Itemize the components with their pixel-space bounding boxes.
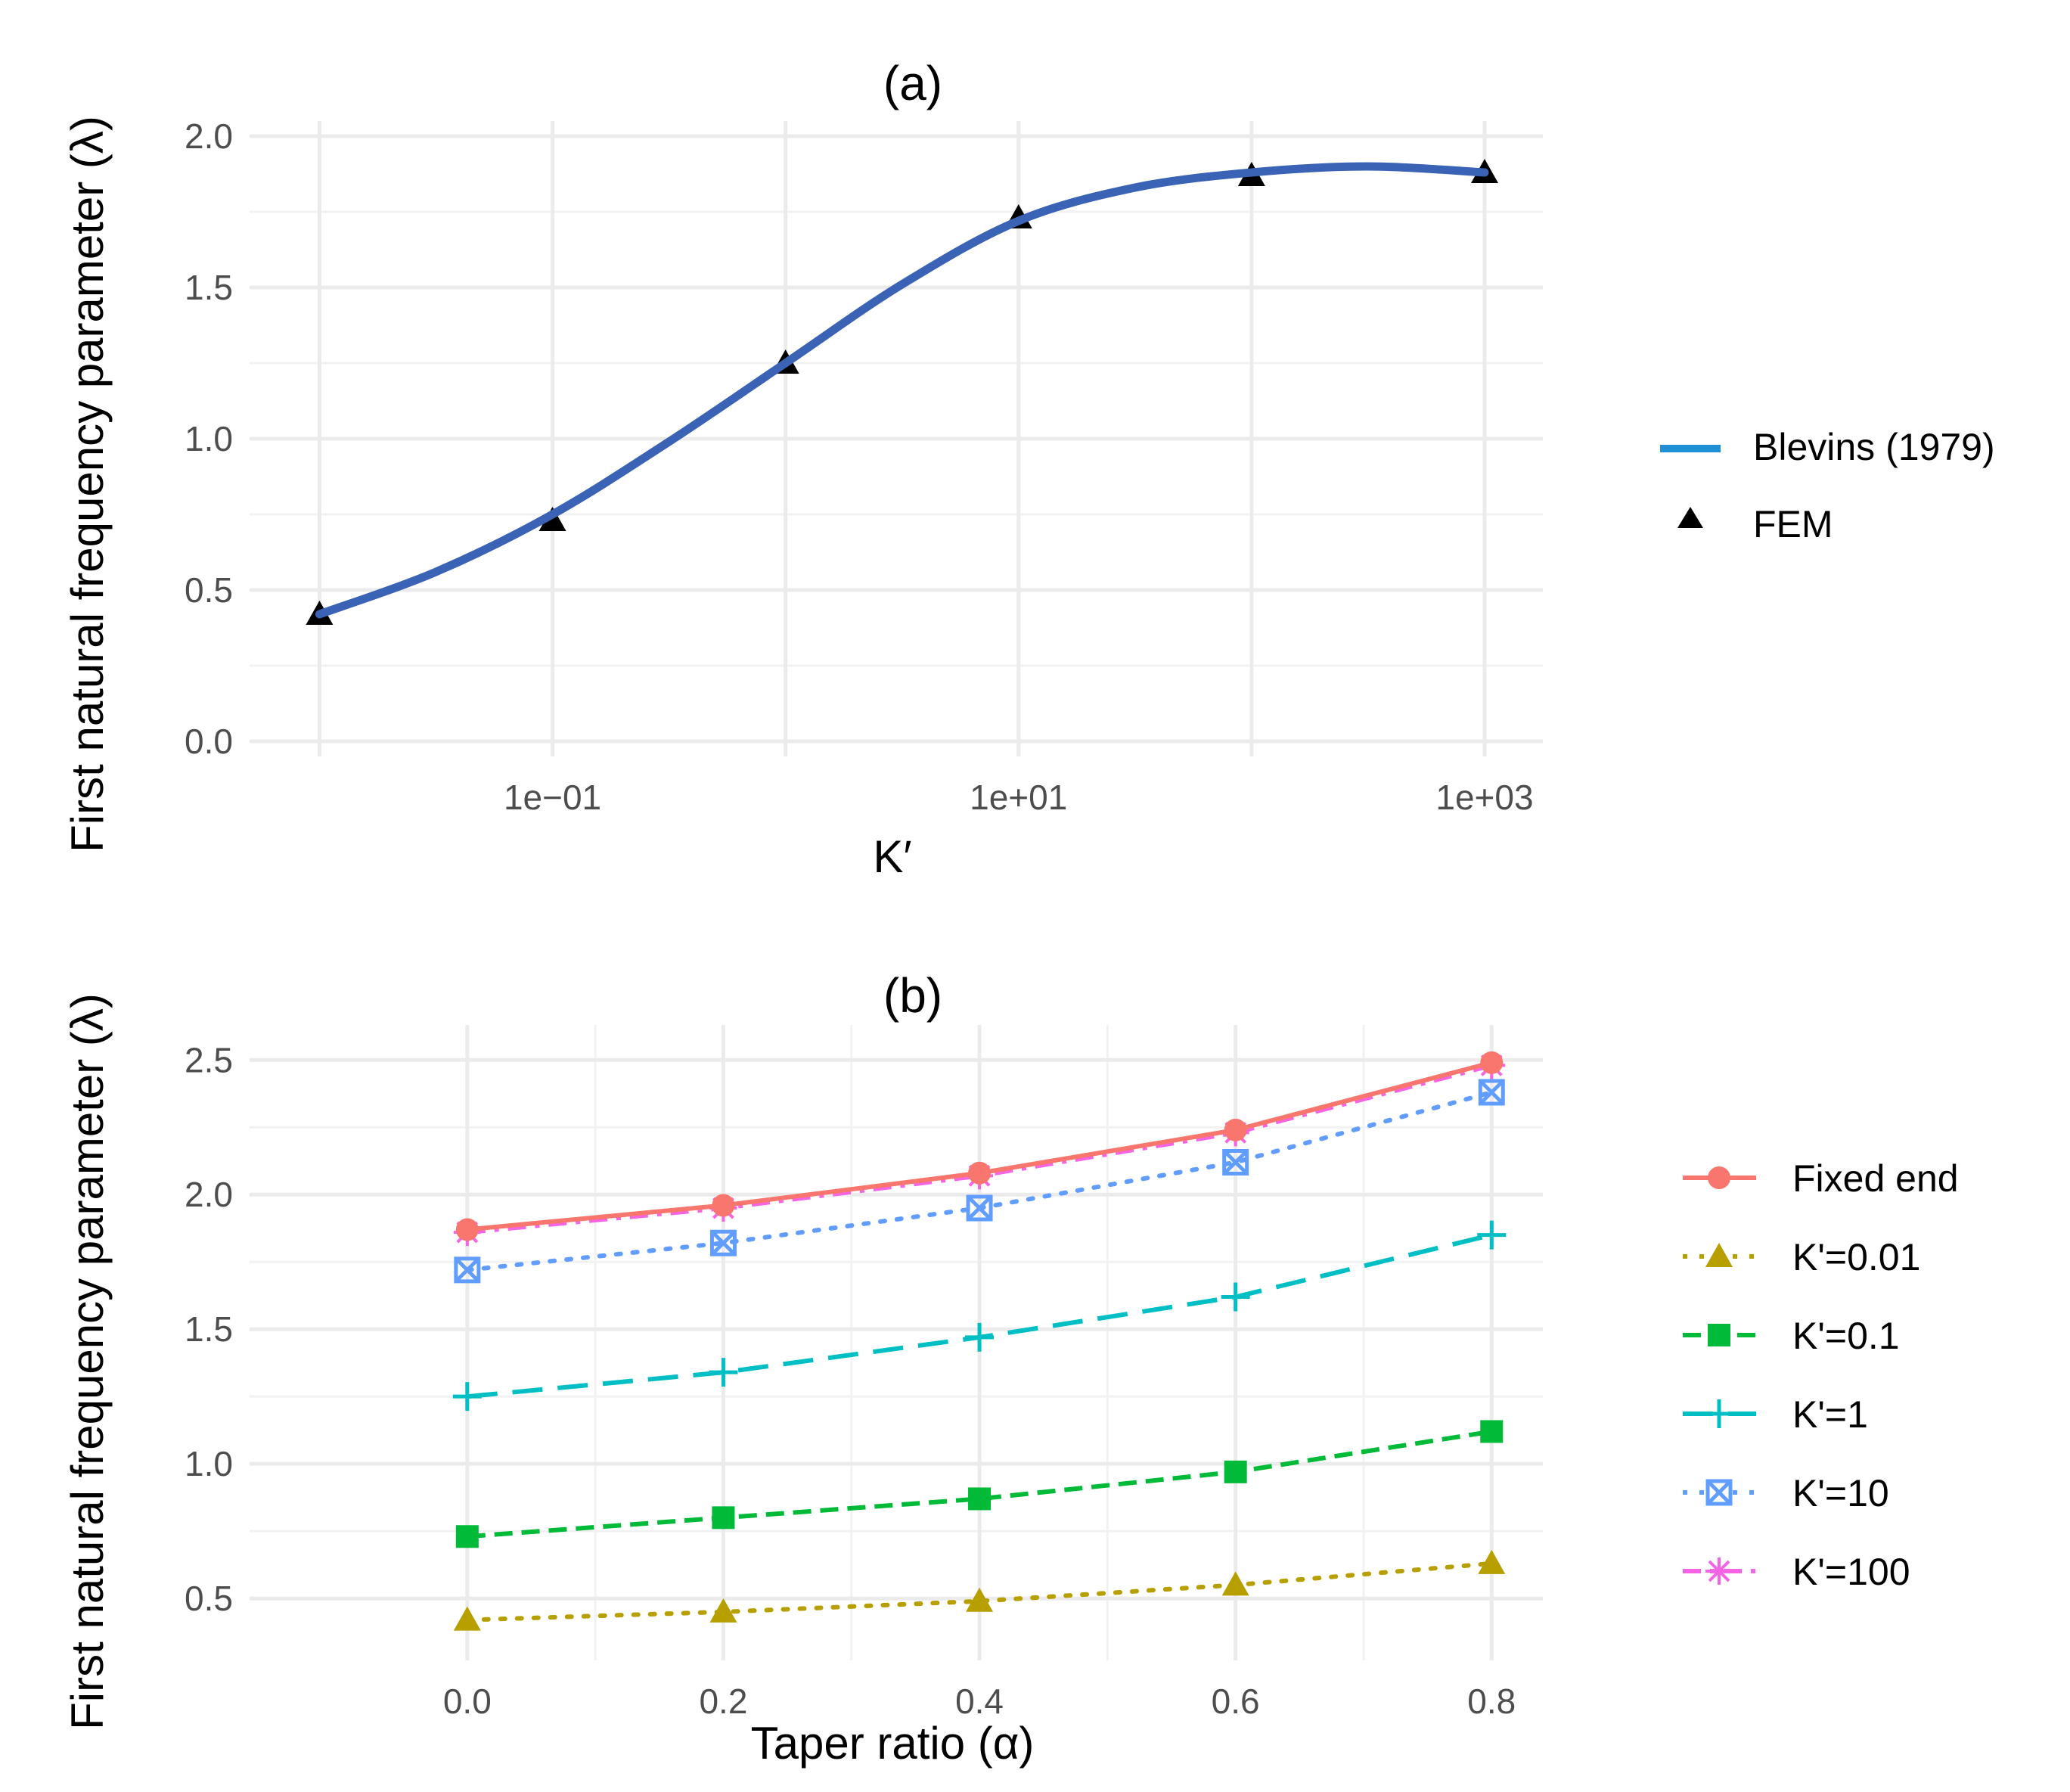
panel-b-x-axis-title: Taper ratio (α) — [751, 1718, 1035, 1769]
series-point-k-0-01 — [1478, 1549, 1506, 1574]
panel-b-x-tick-label: 0.6 — [1212, 1682, 1260, 1721]
series-point-fixed-end — [1224, 1118, 1247, 1141]
legend-label-k-0-01: K'=0.01 — [1792, 1236, 1920, 1278]
panel-b-y-tick-label: 2.0 — [185, 1175, 233, 1214]
panel-a-y-tick-labels: 0.0 0.5 1.0 1.5 2.0 — [185, 116, 233, 761]
panel-a-grid — [250, 121, 1543, 756]
series-point-k-0-1 — [455, 1525, 479, 1548]
panel-a-title: (a) — [883, 56, 942, 110]
panel-a-y-tick-label: 1.5 — [185, 268, 233, 307]
series-point-k-0-1 — [1224, 1460, 1247, 1483]
panel-b-marks — [452, 1051, 1507, 1631]
legend-key-marker-k-100 — [1705, 1558, 1733, 1585]
series-point-k-0-1 — [1480, 1420, 1504, 1443]
series-line-k-0-1 — [467, 1429, 1492, 1539]
series-point-k-1 — [1477, 1220, 1507, 1250]
panel-a-y-tick-label: 1.0 — [185, 419, 233, 458]
panel-a-marks — [306, 159, 1498, 625]
panel-a-x-axis-title: K′ — [873, 831, 911, 882]
panel-b-y-tick-label: 0.5 — [185, 1579, 233, 1618]
series-point-k-10 — [966, 1194, 993, 1222]
series-point-fixed-end — [712, 1194, 735, 1217]
series-point-k-1 — [965, 1322, 995, 1352]
panel-a-legend: Blevins (1979) FEM — [1660, 426, 1995, 545]
panel-b-y-tick-labels: 0.5 1.0 1.5 2.0 2.5 — [185, 1040, 233, 1618]
panel-b-y-tick-label: 1.5 — [185, 1309, 233, 1349]
panel-b-x-tick-label: 0.4 — [955, 1682, 1004, 1721]
panel-b-y-axis-title: First natural frequency parameter (λ) — [62, 993, 113, 1730]
panel-a-y-tick-label: 0.5 — [185, 570, 233, 610]
series-point-fixed-end — [455, 1218, 479, 1241]
panel-b-x-tick-label: 0.8 — [1467, 1682, 1516, 1721]
series-point-k-1 — [709, 1358, 738, 1387]
series-point-k-0-01 — [966, 1587, 994, 1612]
series-point-k-0-1 — [968, 1487, 992, 1511]
series-point-fixed-end — [1480, 1051, 1504, 1074]
panel-a-x-tick-label: 1e+01 — [970, 778, 1067, 817]
panel-a: 0.0 0.5 1.0 1.5 2.0 1e−01 1e+01 1e+03 (a) K′ F… — [62, 56, 1995, 882]
legend-label-k-10: K'=10 — [1792, 1472, 1889, 1514]
series-point-k-10 — [454, 1256, 481, 1284]
legend-label-fixed-end: Fixed end — [1792, 1157, 1959, 1200]
legend-key-marker-k-10 — [1705, 1479, 1733, 1506]
panel-a-x-tick-labels: 1e−01 1e+01 1e+03 — [504, 778, 1534, 817]
legend-label-k-1: K'=1 — [1792, 1393, 1868, 1436]
panel-b-grid — [250, 1025, 1543, 1660]
legend-label-k-0-1: K'=0.1 — [1792, 1315, 1900, 1357]
panel-a-y-tick-label: 0.0 — [185, 722, 233, 761]
legend-key-marker-k-1 — [1705, 1399, 1733, 1428]
legend-label-fem: FEM — [1753, 503, 1833, 545]
legend-label-blevins: Blevins (1979) — [1753, 426, 1995, 468]
series-point-k-0-01 — [453, 1606, 481, 1631]
blevins-curve — [315, 162, 1489, 619]
series-line-k-0-01 — [464, 1561, 1494, 1623]
panel-a-x-tick-label: 1e−01 — [504, 778, 601, 817]
panel-b-legend: Fixed end K'=0.01 K'=0.1 K'=1 K'=10 K'=100 — [1683, 1157, 1959, 1593]
series-point-k-1 — [1221, 1282, 1250, 1312]
panel-b: 0.5 1.0 1.5 2.0 2.5 0.0 0.2 0.4 0.6 0.8 (b) Tape… — [62, 968, 1959, 1769]
panel-b-title: (b) — [883, 968, 942, 1023]
panel-a-x-tick-label: 1e+03 — [1435, 778, 1533, 817]
legend-key-marker-k-0-1 — [1708, 1324, 1730, 1346]
legend-label-k-100: K'=100 — [1792, 1551, 1910, 1593]
series-point-k-0-01 — [709, 1598, 737, 1623]
legend-key-fem-triangle — [1677, 507, 1703, 528]
series-point-k-10 — [1222, 1149, 1249, 1176]
panel-a-y-tick-label: 2.0 — [185, 116, 233, 156]
series-point-k-10 — [709, 1229, 737, 1256]
series-point-fixed-end — [968, 1161, 992, 1185]
series-point-k-0-01 — [1221, 1571, 1249, 1596]
legend-key-marker-k-0-01 — [1705, 1243, 1733, 1267]
panel-b-x-tick-labels: 0.0 0.2 0.4 0.6 0.8 — [443, 1682, 1516, 1721]
panel-b-x-tick-label: 0.2 — [699, 1682, 747, 1721]
series-line-k-100 — [467, 1063, 1493, 1235]
series-point-k-1 — [452, 1382, 482, 1412]
panel-b-y-tick-label: 1.0 — [185, 1444, 233, 1483]
series-point-k-0-1 — [712, 1506, 735, 1530]
series-point-k-10 — [1478, 1079, 1505, 1106]
legend-key-marker-fixed-end — [1708, 1166, 1730, 1189]
panel-b-y-tick-label: 2.5 — [185, 1040, 233, 1079]
panel-b-x-tick-label: 0.0 — [443, 1682, 492, 1721]
panel-a-y-axis-title: First natural frequency parameter (λ) — [62, 116, 113, 853]
